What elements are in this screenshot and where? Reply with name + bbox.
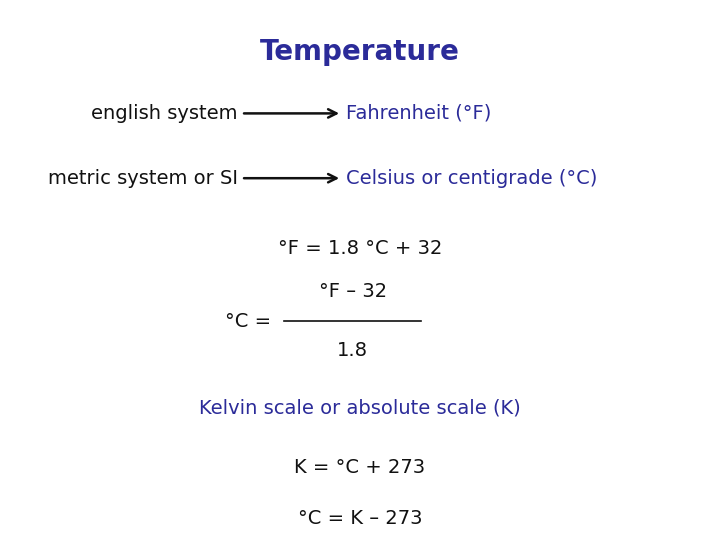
Text: Celsius or centigrade (°C): Celsius or centigrade (°C): [346, 168, 597, 188]
Text: °F – 32: °F – 32: [319, 282, 387, 301]
Text: metric system or SI: metric system or SI: [48, 168, 238, 188]
Text: °F = 1.8 °C + 32: °F = 1.8 °C + 32: [278, 239, 442, 258]
Text: Kelvin scale or absolute scale (K): Kelvin scale or absolute scale (K): [199, 398, 521, 417]
Text: K = °C + 273: K = °C + 273: [294, 457, 426, 477]
Text: 1.8: 1.8: [337, 341, 369, 361]
Text: °C = K – 273: °C = K – 273: [298, 509, 422, 528]
Text: Fahrenheit (°F): Fahrenheit (°F): [346, 104, 491, 123]
Text: °C =: °C =: [225, 312, 277, 331]
Text: Temperature: Temperature: [260, 38, 460, 66]
Text: english system: english system: [91, 104, 238, 123]
